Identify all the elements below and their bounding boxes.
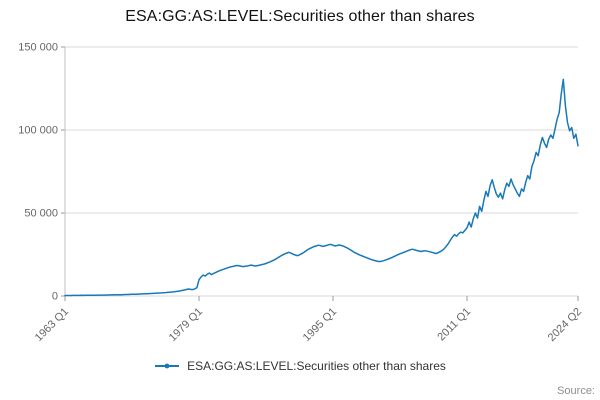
- svg-text:1979 Q1: 1979 Q1: [167, 306, 205, 344]
- legend-line-marker-icon: [155, 363, 180, 369]
- svg-text:2011 Q1: 2011 Q1: [435, 306, 473, 344]
- legend-label: ESA:GG:AS:LEVEL:Securities other than sh…: [187, 359, 446, 373]
- chart-title: ESA:GG:AS:LEVEL:Securities other than sh…: [125, 8, 475, 25]
- source-label: Source:: [557, 385, 595, 397]
- svg-text:0: 0: [52, 291, 58, 303]
- svg-text:100 000: 100 000: [18, 125, 58, 137]
- legend-item[interactable]: ESA:GG:AS:LEVEL:Securities other than sh…: [0, 359, 600, 373]
- svg-text:150 000: 150 000: [18, 42, 58, 54]
- svg-text:50 000: 50 000: [24, 208, 58, 220]
- svg-text:2024 Q2: 2024 Q2: [546, 306, 584, 344]
- svg-text:1963 Q1: 1963 Q1: [33, 306, 71, 344]
- svg-text:1995 Q1: 1995 Q1: [301, 306, 339, 344]
- line-chart: 0 50 000 100 000 150 000 1963 Q1 1979 Q1 1995 …: [18, 42, 584, 344]
